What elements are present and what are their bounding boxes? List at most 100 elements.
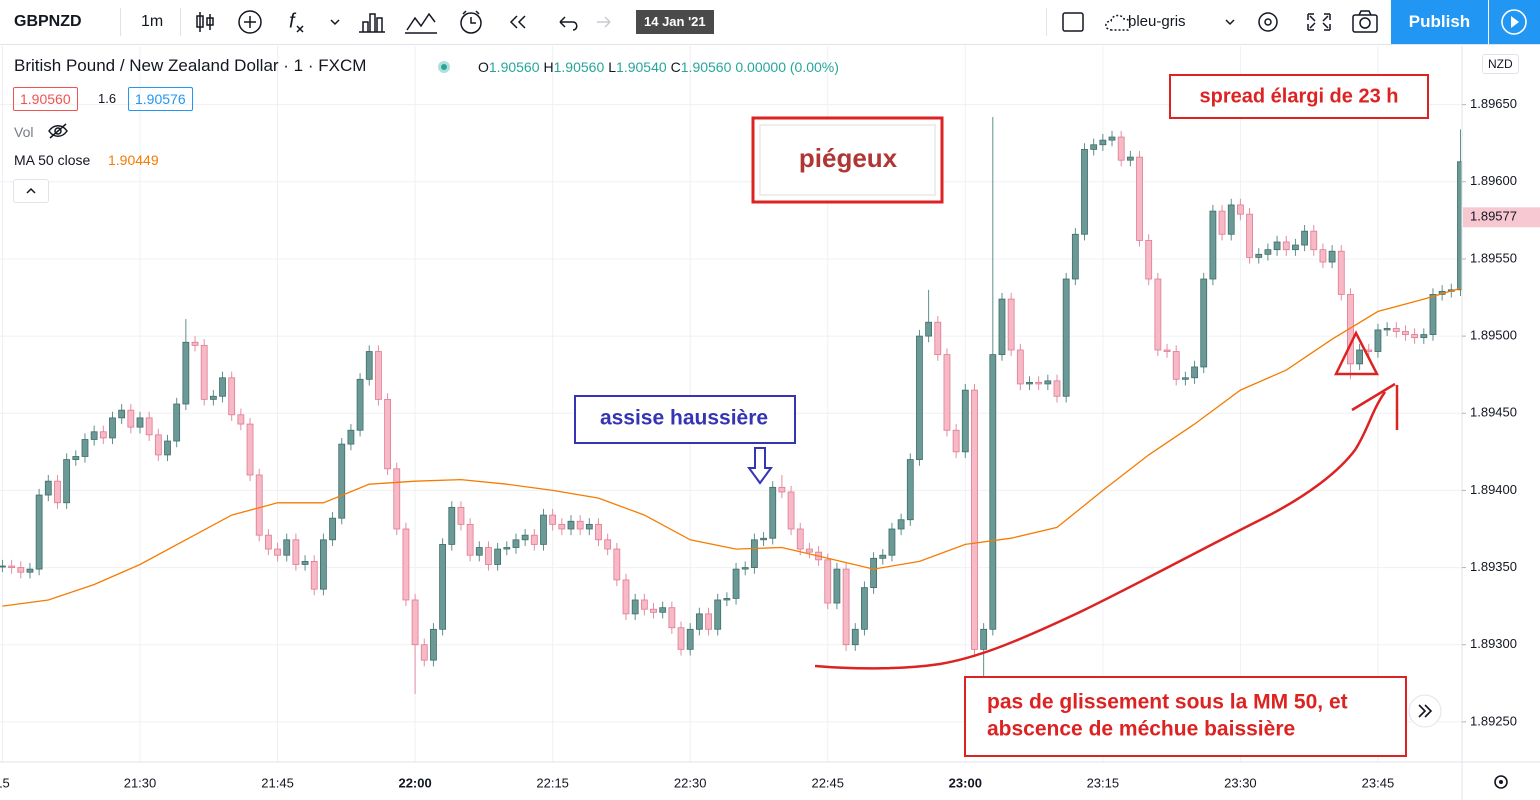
candle-body (760, 537, 767, 541)
annotation-text: assise haussière (600, 407, 768, 430)
candle-body (466, 523, 474, 556)
ohlc-change: 0.00000 (0.00%) (735, 59, 839, 75)
candle-body (1026, 381, 1033, 385)
alert-icon[interactable] (460, 12, 482, 34)
candle-body (154, 434, 162, 456)
candle-body (668, 607, 676, 629)
candle-body (1044, 380, 1052, 385)
candle-body (567, 520, 575, 530)
redo-icon[interactable] (597, 16, 611, 28)
candle-body (906, 459, 914, 521)
candle-body (796, 528, 804, 550)
candle-body (173, 403, 181, 442)
axes: 1.89250 1.89300 1.89350 1.89400 1.89450 1.895… (0, 96, 1540, 790)
candle-body (485, 547, 492, 565)
compare-icon[interactable] (405, 12, 437, 34)
candle-body (1337, 250, 1345, 295)
layout-icon[interactable] (1062, 12, 1084, 32)
candle-body (1126, 156, 1134, 161)
candle-body (310, 560, 318, 590)
dropdown-icon[interactable] (330, 19, 340, 26)
candle-body (659, 607, 667, 613)
candle-body (916, 335, 923, 460)
cloud-icon[interactable] (1105, 14, 1131, 31)
ma-label: MA 50 close (14, 152, 91, 168)
interval[interactable]: 1m (141, 13, 164, 30)
candle-body (145, 417, 153, 436)
candle-body (833, 568, 841, 604)
candle-body (1292, 244, 1299, 251)
theme-name[interactable]: bleu-gris (1128, 13, 1186, 30)
candle-body (494, 548, 502, 565)
x-tick-label: 23:45 (1362, 775, 1395, 790)
candle-body (1402, 331, 1409, 335)
ma-value: 1.90449 (108, 152, 159, 168)
candle-body (1117, 136, 1125, 161)
x-tick-label: 22:30 (674, 775, 707, 790)
candle-body (164, 440, 171, 456)
candle-body (17, 567, 25, 573)
candle-body (530, 534, 538, 545)
currency[interactable]: NZD (1482, 54, 1519, 74)
collapse-button[interactable] (13, 179, 49, 203)
candle-body (1301, 230, 1308, 246)
x-tick-label: 22:45 (811, 775, 844, 790)
indicator-add-icon[interactable] (238, 10, 262, 34)
replay-icon[interactable] (509, 15, 526, 29)
play-button[interactable] (1489, 0, 1540, 44)
candle-body (219, 377, 226, 397)
candle-body (1200, 278, 1208, 368)
candle-body (99, 431, 107, 439)
candle-body (1383, 327, 1391, 331)
candle-body (8, 565, 16, 568)
candle-body (879, 554, 887, 559)
ohlc-label: O (478, 59, 489, 75)
x-tick-label: 22:15 (536, 775, 569, 790)
candle-body (549, 514, 557, 525)
candle-body (971, 389, 978, 650)
y-tick-label: 1.89600 (1470, 173, 1517, 188)
candle-body (1007, 298, 1015, 351)
candle-body (90, 431, 98, 440)
candle-body (292, 539, 300, 565)
candle-body (851, 628, 859, 646)
candle-body (943, 354, 951, 431)
candle-body (457, 506, 465, 525)
candle-body (191, 341, 199, 346)
candle-body (1016, 349, 1024, 385)
snapshot-icon[interactable] (1352, 14, 1378, 33)
candles-icon[interactable] (196, 12, 214, 32)
candle-body (998, 298, 1006, 356)
undo-icon[interactable] (559, 16, 578, 31)
settings-icon[interactable] (1258, 12, 1278, 32)
fullscreen-icon[interactable] (1307, 13, 1331, 31)
ohlc-value: 1.90560 (553, 59, 605, 75)
x-tick-label: 21:45 (261, 775, 294, 790)
candle-body (402, 528, 410, 601)
candle-body (356, 378, 364, 431)
candle-body (1090, 144, 1098, 150)
candle-body (1246, 213, 1253, 258)
y-tick-label: 1.89500 (1470, 328, 1517, 343)
annotation-curve (814, 391, 1387, 670)
dropdown-icon[interactable] (1225, 19, 1235, 26)
ask-price[interactable]: 1.90576 (128, 87, 193, 111)
publish-button[interactable]: Publish (1391, 0, 1488, 44)
hidden-icon[interactable] (46, 121, 70, 141)
candle-body (558, 523, 566, 530)
candle-body (0, 565, 6, 568)
settings-button[interactable] (1494, 775, 1508, 789)
annotation-box (1169, 74, 1429, 119)
candle-body (365, 351, 373, 380)
bid-price[interactable]: 1.90560 (13, 87, 78, 111)
candle-body (127, 409, 135, 428)
candle-body (81, 439, 89, 457)
candle-body (1310, 230, 1318, 251)
candle-body (503, 547, 511, 550)
candle-body (650, 608, 657, 613)
bars-icon[interactable] (359, 13, 385, 33)
symbol[interactable]: GBPNZD (14, 13, 82, 30)
candle-body (1392, 327, 1400, 332)
